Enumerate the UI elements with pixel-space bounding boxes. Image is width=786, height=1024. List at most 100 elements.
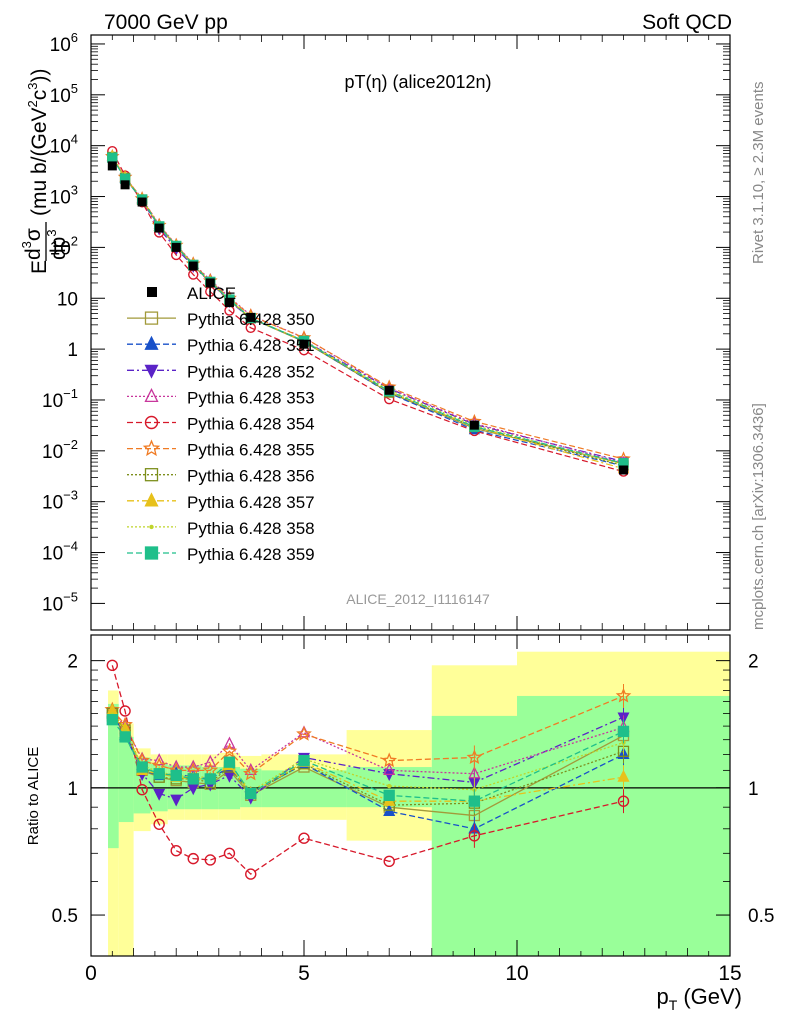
legend-marker xyxy=(144,311,159,325)
main-ytick-label: 10−3 xyxy=(42,488,78,514)
header-right: Soft QCD xyxy=(642,11,732,34)
ylabel-d-exp: 3 xyxy=(19,241,34,248)
ylabel-d: d xyxy=(22,248,45,260)
ylabel-e: E xyxy=(28,260,51,274)
ratio-xtick-label: 10 xyxy=(505,962,528,985)
legend-marker xyxy=(144,415,159,430)
main-series-pythia-6.428-359 xyxy=(107,152,629,469)
mcplots-label: mcplots.cern.ch [arXiv:1306.3436] xyxy=(750,403,767,630)
data-point xyxy=(107,161,117,171)
rivet-label: Rivet 3.1.10, ≥ 2.3M events xyxy=(750,82,767,265)
ratio-series-point xyxy=(383,855,395,868)
ratio-series-point xyxy=(223,756,236,768)
data-point xyxy=(384,385,394,395)
legend-label: Pythia 6.428 355 xyxy=(187,441,315,460)
xlabel-unit: (GeV) xyxy=(683,984,742,1009)
ratio-ytick-label-right: 1 xyxy=(748,779,759,800)
ratio-series-point xyxy=(468,830,481,842)
main-series-pythia-6.428-350 xyxy=(107,152,629,469)
xlabel-p: p xyxy=(657,984,669,1009)
legend-label: Pythia 6.428 357 xyxy=(187,493,315,512)
ratio-series-point xyxy=(617,725,630,738)
ylabel-unit-exp2: 2 xyxy=(25,100,40,107)
ratio-series-pythia-6.428-354 xyxy=(106,659,630,880)
legend-label: Pythia 6.428 352 xyxy=(187,362,315,381)
main-series-pythia-6.428-357 xyxy=(106,149,630,473)
ylabel-unit-c: c xyxy=(28,90,51,101)
ratio-series-point xyxy=(615,687,632,703)
svg-text:E: E xyxy=(28,260,51,274)
data-point xyxy=(171,242,181,252)
main-series-pythia-6.428-356 xyxy=(107,151,629,471)
ratio-ytick-label-left: 1 xyxy=(67,779,78,800)
ylabel-unit: (mu b/(GeV xyxy=(28,107,51,216)
main-series-point xyxy=(107,152,118,163)
ratio-panel: 0.5 0.5 1 1 2 2 0 5 10 15 Ratio to ALICE pT (GeV) xyxy=(25,634,774,1013)
legend: ALICE Pythia 6.428 350 Pythia 6.428 351 Pyt… xyxy=(127,284,315,564)
ratio-series-line xyxy=(111,665,624,875)
main-ytick-label: 10−1 xyxy=(42,386,78,412)
main-series-pythia-6.428-351 xyxy=(106,150,630,471)
main-ytick-label: 10−4 xyxy=(42,539,78,565)
ratio-series-line xyxy=(111,711,624,775)
legend-label: Pythia 6.428 358 xyxy=(187,519,315,538)
main-series-pythia-6.428-355 xyxy=(105,148,631,466)
main-ytick-label: 1 xyxy=(67,340,78,361)
ratio-series-point xyxy=(245,787,257,800)
ratio-series-pythia-6.428-359 xyxy=(106,714,630,814)
legend-marker xyxy=(144,364,159,379)
header-left: 7000 GeV pp xyxy=(104,11,228,34)
ratio-series-point xyxy=(387,783,392,789)
ratio-series-point xyxy=(244,762,257,776)
watermark: ALICE_2012_I1116147 xyxy=(346,591,490,607)
data-point xyxy=(246,312,256,322)
ratio-series-point xyxy=(119,705,131,717)
band-inner xyxy=(118,736,134,823)
data-point xyxy=(619,465,628,475)
data-point xyxy=(188,261,198,271)
ratio-series-point xyxy=(223,847,236,860)
ratio-ytick-label-left: 0.5 xyxy=(52,906,78,927)
legend-marker xyxy=(144,335,159,350)
legend-label: Pythia 6.428 354 xyxy=(187,415,315,434)
main-title: pT(η) (alice2012n) xyxy=(344,72,491,92)
ratio-series-point xyxy=(204,773,216,785)
legend-marker xyxy=(144,468,159,482)
ratio-series-point xyxy=(381,752,397,768)
ratio-xtick-label: 15 xyxy=(718,962,741,985)
legend-marker-data xyxy=(147,287,157,297)
main-series-point xyxy=(245,322,256,333)
ratio-series-point xyxy=(298,754,310,767)
ratio-series-point xyxy=(223,736,236,749)
ratio-series-point xyxy=(204,754,217,767)
main-frame xyxy=(90,34,731,631)
main-ytick-label: 103 xyxy=(50,183,78,209)
svg-text:(mu b/(GeV2c3)): (mu b/(GeV2c3)) xyxy=(25,69,51,217)
ratio-series-point xyxy=(153,768,165,780)
ratio-series-point xyxy=(296,725,312,741)
ratio-series-point xyxy=(153,753,166,766)
ratio-series-point xyxy=(136,783,148,796)
main-axes: 10−5 10−4 10−3 10−2 10−1 1 10 102 103 104 105 106 xyxy=(42,30,731,630)
ratio-series-point xyxy=(153,788,166,801)
ratio-series-point xyxy=(617,769,630,782)
legend-label: Pythia 6.428 350 xyxy=(187,310,315,329)
ratio-xtick-label: 0 xyxy=(85,962,97,985)
ratio-series-point xyxy=(204,854,216,866)
ratio-series-point xyxy=(242,765,259,781)
ylabel-sigma: σ xyxy=(22,228,45,241)
data-point xyxy=(299,339,309,349)
data-point xyxy=(120,180,130,190)
ylabel-dp-exp: 3 xyxy=(44,229,59,236)
legend-marker xyxy=(144,387,159,403)
ratio-ytick-label-left: 2 xyxy=(67,652,78,673)
legend-label: Pythia 6.428 359 xyxy=(187,545,315,564)
x-axis-label: pT (GeV) xyxy=(657,984,743,1013)
ratio-ytick-label-right: 0.5 xyxy=(748,906,774,927)
ratio-series-point xyxy=(468,795,481,807)
ratio-series-point xyxy=(221,743,238,758)
ylabel-unit-close: )) xyxy=(28,69,51,83)
main-series-pythia-6.428-354 xyxy=(107,145,629,477)
legend-marker xyxy=(149,524,154,530)
